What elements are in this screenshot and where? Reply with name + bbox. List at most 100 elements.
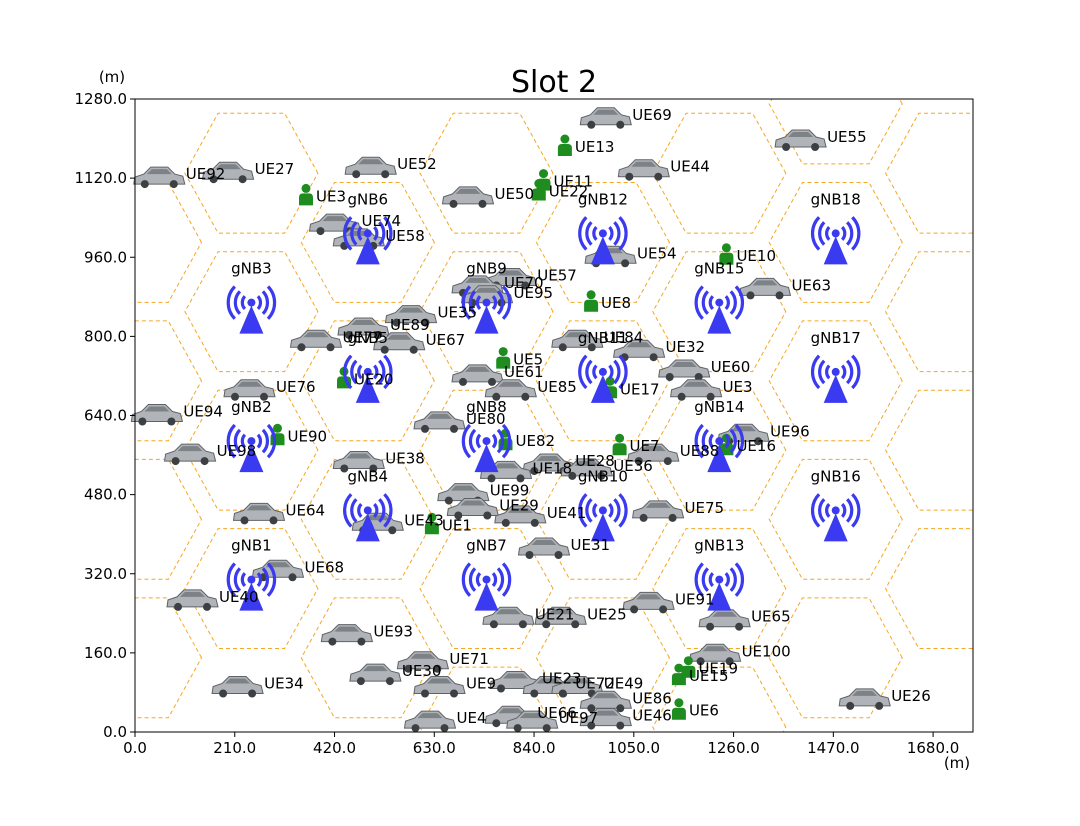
car-body (484, 379, 537, 398)
antenna-wave (694, 423, 704, 459)
antenna-wave (226, 285, 237, 320)
ue-label: UE13 (575, 138, 615, 156)
gnb-label: gNB14 (694, 398, 744, 416)
ue-label: UE49 (604, 674, 644, 692)
car-window (246, 505, 272, 511)
car-wheel (616, 120, 625, 129)
car-wheel (421, 424, 429, 433)
person-icon (299, 183, 313, 206)
car-body (658, 359, 711, 378)
car-wheel (483, 511, 492, 520)
car-wheel (530, 467, 539, 475)
antenna-wave (350, 221, 358, 246)
car-window (177, 446, 203, 452)
car-icon (627, 443, 680, 466)
antenna-wave (496, 567, 505, 592)
car-body (223, 379, 276, 398)
car-icon (579, 708, 632, 730)
car-window (519, 713, 545, 719)
car-icon (384, 305, 438, 327)
ue-label: UE74 (362, 212, 402, 230)
y-tick-label: 0.0 (103, 723, 127, 741)
ue-label: UE3 (723, 378, 753, 396)
person-body (584, 299, 599, 312)
person-body (424, 522, 439, 535)
antenna-wave (475, 572, 482, 588)
car-wheel (659, 605, 668, 614)
car-icon (622, 591, 675, 614)
antenna-wave (613, 359, 621, 385)
car-wheel (542, 724, 551, 733)
antenna-wave (825, 225, 831, 241)
antenna-mast (355, 513, 380, 542)
car-window (237, 381, 262, 387)
car-icon (289, 329, 343, 352)
antenna-wave (491, 433, 498, 449)
antenna-mast (474, 582, 499, 611)
car-icon (337, 317, 390, 339)
antenna-dot (363, 367, 372, 376)
y-tick-label: 800.0 (84, 327, 127, 345)
antenna-wave (845, 359, 854, 385)
antenna-wave (475, 433, 482, 449)
car-body (632, 500, 685, 519)
ue-label: UE94 (183, 403, 223, 421)
car-wheel (240, 516, 249, 525)
person-head (560, 134, 570, 144)
car-icon (451, 364, 504, 386)
x-tick-label: 1260.0 (707, 739, 760, 757)
car-wheel (374, 331, 382, 339)
car-icon (494, 505, 547, 527)
y-tick-label: 1280.0 (75, 90, 128, 108)
car-body (373, 332, 426, 351)
car-wheel (454, 511, 463, 520)
car-wheel (621, 259, 630, 268)
car-wheel (754, 437, 763, 446)
car-window (427, 678, 452, 684)
ue-label: UE65 (751, 608, 791, 626)
car-wheel (518, 620, 527, 629)
antenna-wave (468, 567, 477, 592)
antenna-wave (240, 572, 247, 588)
gnb-label: gNB18 (811, 190, 861, 208)
car-body (689, 643, 742, 662)
car-wheel (478, 199, 487, 208)
antenna-icon (226, 423, 277, 473)
car-body (613, 339, 666, 358)
antenna-mast (239, 444, 264, 473)
car-wheel (568, 471, 577, 480)
hex-cell (300, 597, 435, 719)
car-wheel (587, 343, 596, 352)
car-icon (560, 458, 613, 480)
car-icon (670, 379, 723, 401)
car-wheel (875, 701, 884, 710)
antenna-wave (585, 221, 593, 246)
gnb-label: gNB11 (578, 329, 628, 347)
car-wheel (369, 464, 378, 473)
car-icon (551, 676, 604, 698)
ue-label: UE54 (637, 244, 677, 262)
antenna-wave (613, 221, 621, 246)
hex-cell (300, 458, 435, 580)
ue-label: UE100 (742, 642, 791, 660)
antenna-icon (694, 562, 744, 611)
x-tick-label: 1050.0 (608, 739, 661, 757)
car-icon (534, 606, 587, 629)
car-body (289, 329, 343, 348)
ue-label: UE64 (286, 501, 326, 519)
car-body (446, 498, 499, 516)
car-icon (308, 213, 362, 236)
hex-cell (135, 597, 203, 719)
car-icon (517, 537, 571, 559)
car-body (579, 708, 632, 727)
antenna-wave (468, 290, 477, 315)
ue-label: UE52 (397, 155, 437, 173)
hex-cell (768, 182, 903, 303)
hex-cell (652, 251, 787, 373)
hex-cell (885, 112, 973, 234)
person-body (719, 252, 734, 265)
antenna-icon (461, 423, 512, 473)
ue-label: UE10 (736, 247, 776, 265)
car-wheel (380, 345, 389, 354)
